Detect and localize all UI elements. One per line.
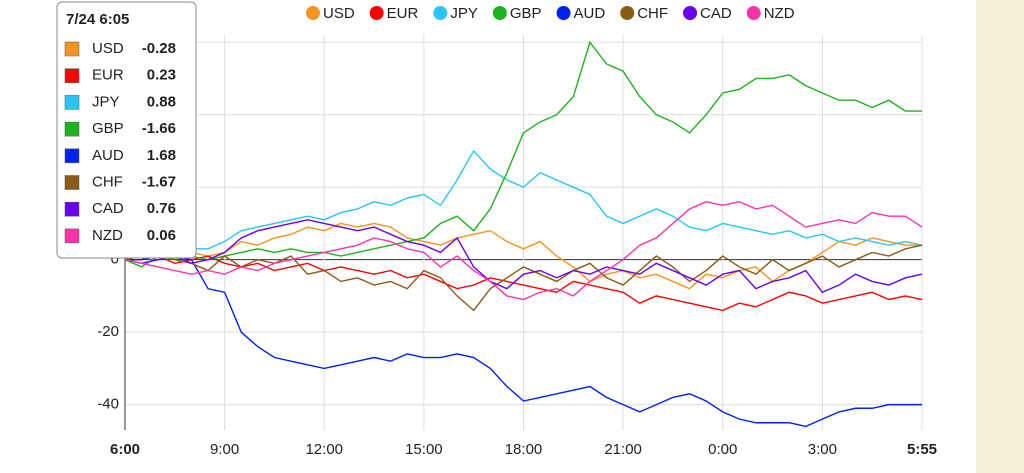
tooltip-value: -0.28	[142, 40, 176, 57]
legend-swatch	[492, 6, 507, 20]
tooltip-swatch	[64, 148, 80, 164]
tooltip-name: CHF	[92, 173, 123, 190]
y-tick-label: 0	[111, 251, 119, 268]
tooltip-swatch	[64, 228, 80, 244]
legend-swatch	[306, 6, 320, 20]
tooltip-value: -1.66	[142, 120, 176, 137]
tooltip-name: CAD	[92, 200, 124, 217]
legend-label: GBP	[510, 5, 542, 22]
legend-swatch	[556, 6, 571, 20]
legend-label: NZD	[764, 5, 795, 22]
legend-label: CAD	[700, 5, 732, 22]
legend-label: CHF	[637, 5, 668, 22]
x-tick-label: 9:00	[210, 441, 239, 458]
series-line	[124, 219, 923, 294]
legend-swatch	[746, 6, 761, 20]
tooltip-value: -1.67	[142, 173, 176, 190]
tooltip-swatch	[64, 175, 80, 190]
legend-item: CHF	[620, 5, 668, 22]
y-tick-label: -40	[97, 396, 119, 413]
series-line	[125, 255, 922, 428]
legend-swatch	[683, 6, 698, 20]
legend-label: JPY	[450, 5, 478, 22]
legend-item: NZD	[746, 5, 795, 22]
tooltip-swatch	[64, 201, 80, 217]
series-line	[125, 255, 923, 312]
tooltip-value: 0.76	[147, 200, 176, 217]
series-line	[124, 149, 923, 261]
x-tick-label: 6:00	[110, 441, 140, 458]
legend-item: EUR	[369, 5, 419, 22]
x-tick-label: 21:00	[604, 441, 642, 458]
x-tick-label: 15:00	[405, 441, 443, 458]
tooltip-swatch	[64, 68, 80, 83]
series-line	[124, 40, 922, 268]
legend-label: AUD	[574, 5, 606, 22]
tooltip-name: AUD	[92, 147, 124, 164]
tooltip-swatch	[64, 41, 80, 57]
tooltip: 7/24 6:05 USD -0.28 EUR 0.23 JPY 0.88 GBP -1.66 A…	[56, 1, 197, 259]
legend-item: JPY	[433, 5, 478, 22]
tooltip-swatch	[64, 95, 80, 110]
tooltip-value: 0.06	[147, 227, 176, 244]
legend-label: EUR	[387, 5, 419, 22]
legend-swatch	[433, 6, 448, 20]
x-tick-label: 3:00	[808, 441, 837, 458]
x-tick-label: 5:55	[907, 441, 937, 458]
tooltip-swatch	[64, 121, 80, 137]
legend-swatch	[620, 6, 635, 20]
tooltip-value: 0.88	[147, 93, 176, 110]
tooltip-name: NZD	[92, 227, 123, 244]
x-tick-label: 0:00	[708, 441, 737, 458]
legend-swatch	[369, 6, 384, 20]
legend-item: GBP	[492, 5, 542, 22]
tooltip-value: 1.68	[147, 147, 176, 164]
series-line	[124, 244, 923, 312]
legend-label: USD	[323, 5, 355, 22]
tooltip-box	[56, 1, 197, 259]
tooltip-value: 0.23	[147, 67, 176, 84]
legend-item: AUD	[556, 5, 606, 22]
legend-item: CAD	[683, 5, 732, 22]
x-tick-label: 18:00	[505, 441, 543, 458]
tooltip-name: JPY	[92, 93, 120, 110]
series-line	[124, 200, 923, 301]
tooltip-name: USD	[92, 40, 124, 57]
x-tick-label: 12:00	[305, 441, 343, 458]
tooltip-name: GBP	[92, 120, 124, 137]
tooltip-name: EUR	[92, 67, 124, 84]
tooltip-title: 7/24 6:05	[66, 11, 129, 28]
legend-item: USD	[306, 5, 355, 22]
y-tick-label: -20	[97, 323, 119, 340]
